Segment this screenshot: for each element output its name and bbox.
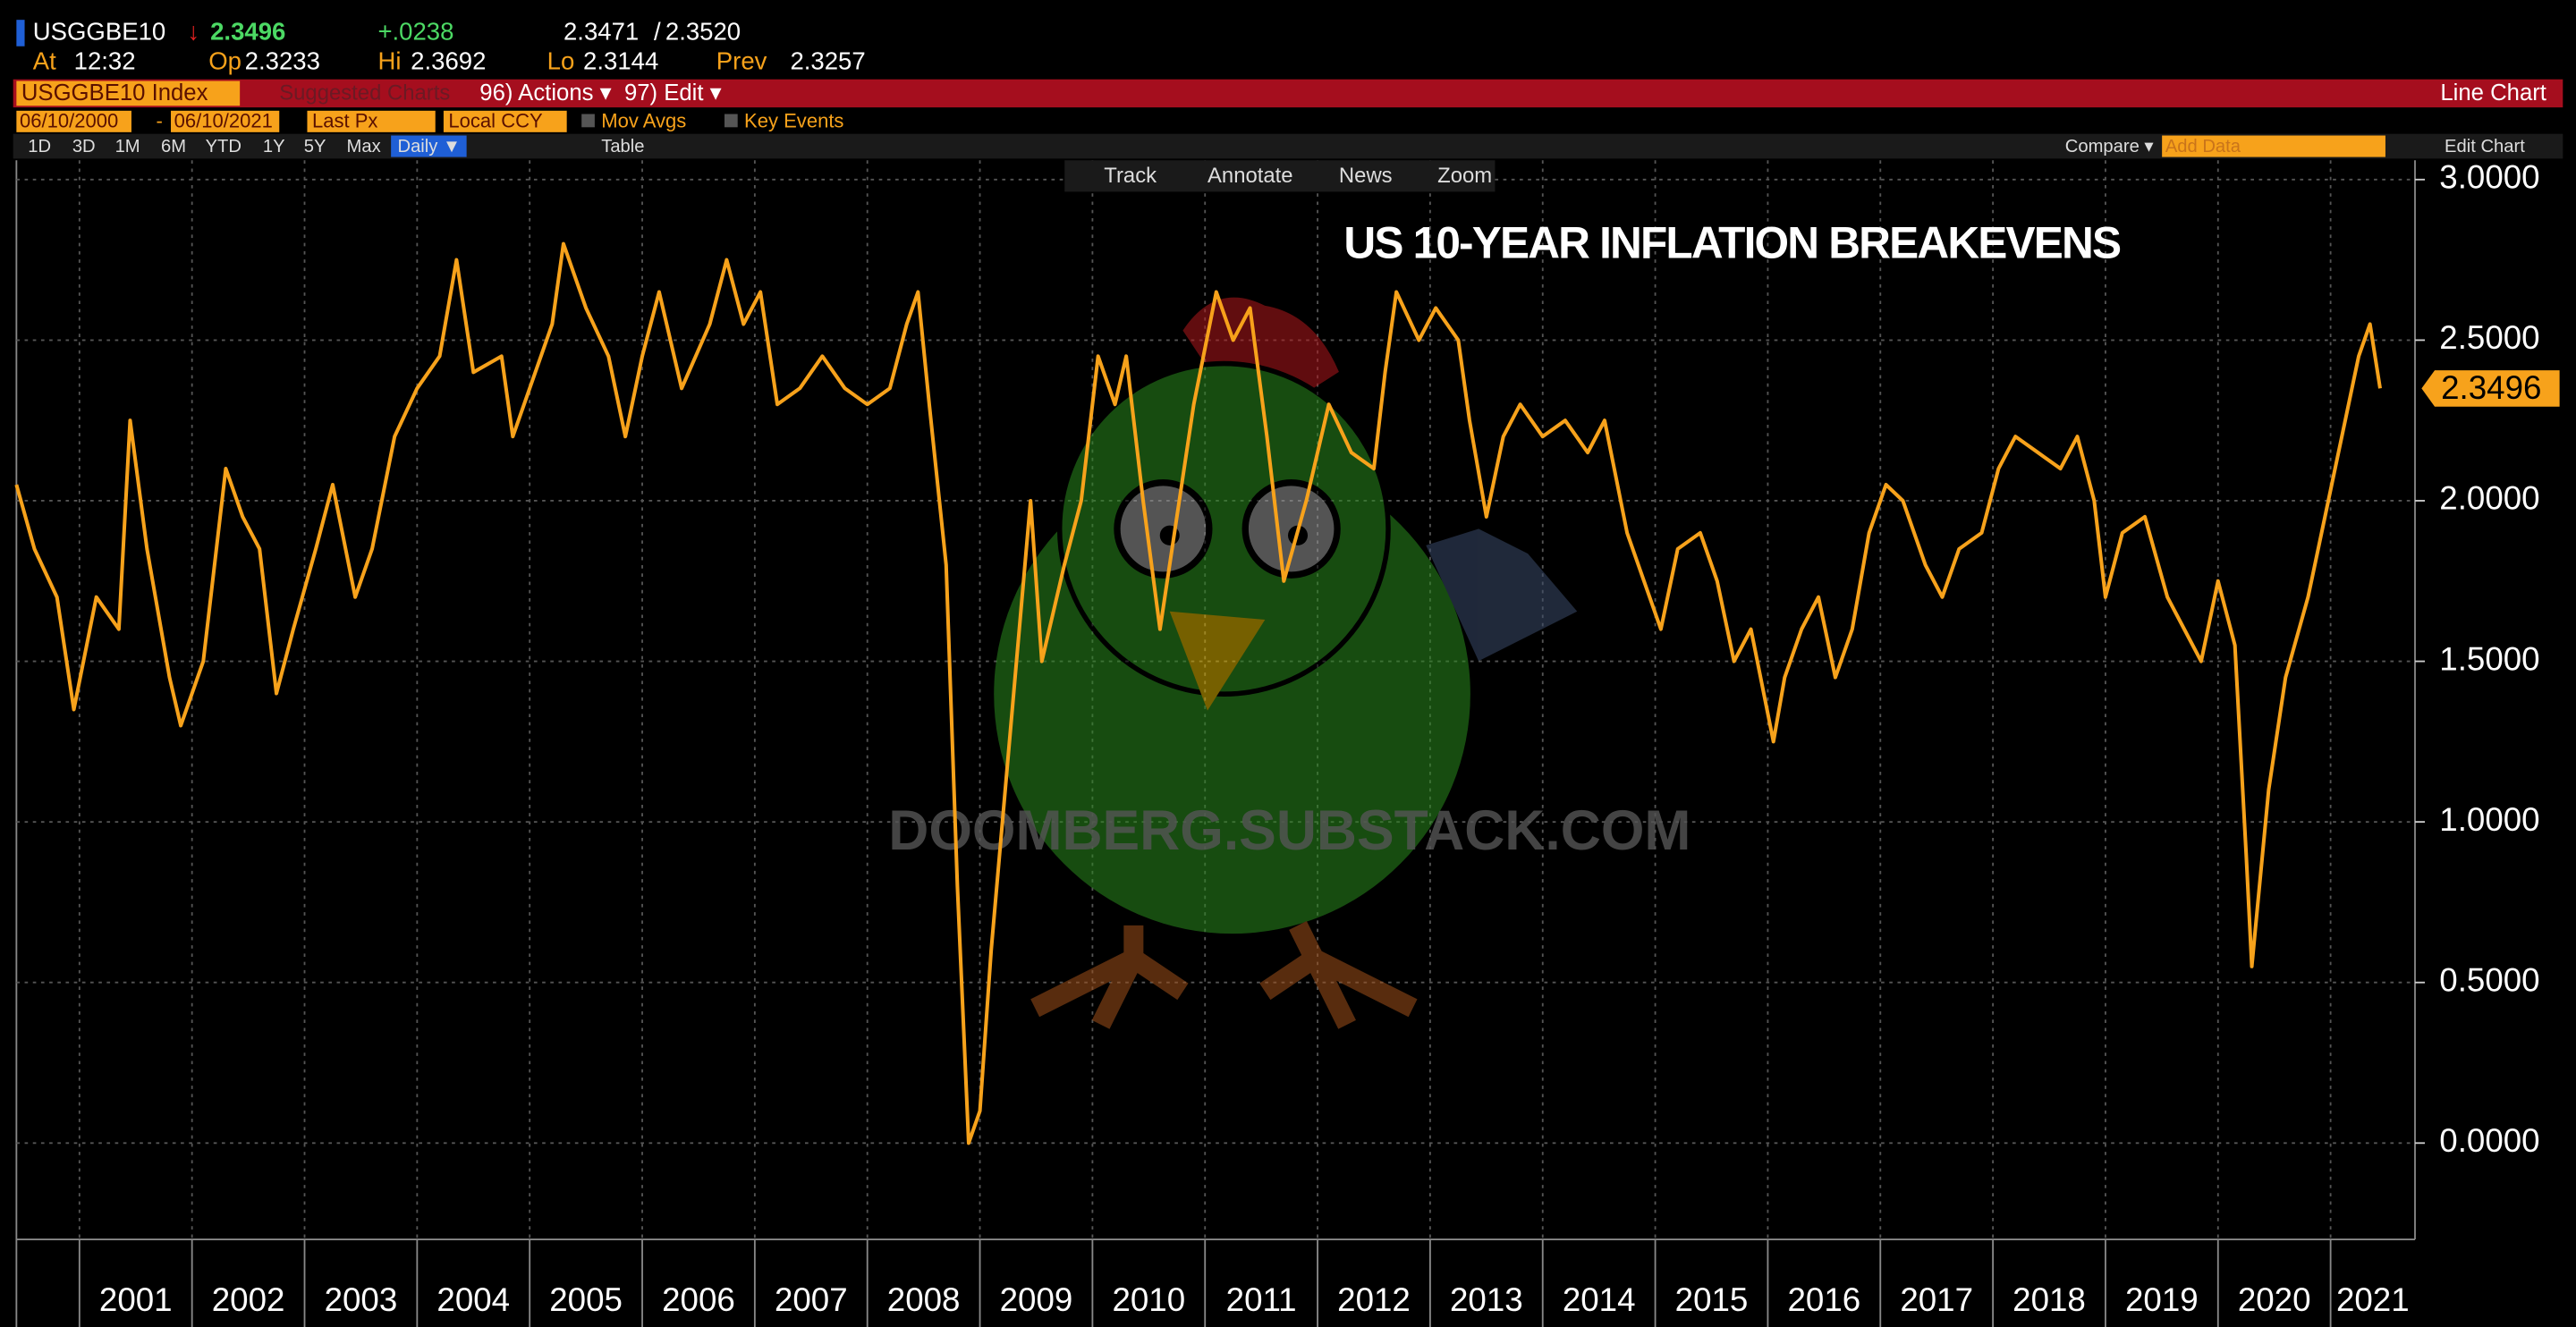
marker <box>16 20 25 46</box>
field[interactable]: Last Px <box>312 110 377 132</box>
x-tick-label: 2012 <box>1337 1281 1411 1318</box>
x-tick-label: 2011 <box>1226 1281 1297 1318</box>
x-tick-label: 2006 <box>662 1281 735 1318</box>
y-tick-label: 3.0000 <box>2439 158 2539 195</box>
y-tick-label: 2.5000 <box>2439 319 2539 356</box>
x-tick-label: 2021 <box>2336 1281 2410 1318</box>
x-tick-label: 2001 <box>99 1281 173 1318</box>
x-tick-label: 2009 <box>1000 1281 1073 1318</box>
watermark: DOOMBERG.SUBSTACK.COM <box>888 799 1690 862</box>
x-tick-label: 2003 <box>325 1281 398 1318</box>
chart-tool[interactable]: Zoom <box>1437 164 1492 188</box>
open: 2.3233 <box>245 46 320 74</box>
period-button[interactable]: 1Y <box>263 137 285 156</box>
bid: 2.3471 <box>564 17 639 45</box>
x-tick-label: 2015 <box>1675 1281 1749 1318</box>
period-button[interactable]: 1M <box>115 137 140 156</box>
y-tick-label: 1.5000 <box>2439 640 2539 677</box>
input-box[interactable] <box>2162 135 2385 157</box>
actions-menu[interactable]: 96) Actions ▾ <box>479 80 611 106</box>
key-events[interactable]: Key Events <box>744 110 843 132</box>
x-tick-label: 2020 <box>2238 1281 2311 1318</box>
input-box[interactable] <box>171 110 280 132</box>
label: At <box>33 46 56 74</box>
label: Lo <box>547 46 575 74</box>
ticker: USGGBE10 <box>33 17 165 45</box>
x-tick-label: 2004 <box>436 1281 510 1318</box>
freq-box[interactable] <box>391 135 467 157</box>
period-button[interactable]: 1D <box>28 137 51 156</box>
label: Op <box>208 46 242 74</box>
chart-kind: Line Chart <box>2440 80 2546 106</box>
chart-tool[interactable]: News <box>1339 164 1393 188</box>
last-price: 2.3496 <box>210 17 285 45</box>
x-tick-label: 2008 <box>887 1281 961 1318</box>
last-value-tag <box>2421 370 2560 407</box>
edit-chart[interactable]: Edit Chart <box>2445 137 2525 156</box>
x-tick-label: 2014 <box>1563 1281 1636 1318</box>
x-tick-label: 2002 <box>212 1281 285 1318</box>
prev: 2.3257 <box>790 46 865 74</box>
wing <box>1426 528 1578 662</box>
time: 12:32 <box>74 46 136 74</box>
chart-tools <box>1064 160 1496 192</box>
low: 2.3144 <box>583 46 658 74</box>
input-box[interactable] <box>307 110 436 132</box>
period-button[interactable]: Max <box>347 137 381 156</box>
period-button[interactable]: 6M <box>161 137 186 156</box>
slash: / <box>654 17 661 45</box>
x-tick-label: 2017 <box>1900 1281 1973 1318</box>
compare[interactable]: Compare ▾ <box>2065 137 2154 156</box>
input-box[interactable] <box>16 110 131 132</box>
leg <box>1030 925 1189 1029</box>
chart-tool[interactable]: Annotate <box>1208 164 1293 188</box>
high: 2.3692 <box>411 46 486 74</box>
edit-menu[interactable]: 97) Edit ▾ <box>624 80 722 106</box>
y-tick-label: 1.0000 <box>2439 801 2539 838</box>
y-tick-label: 0.0000 <box>2439 1122 2539 1159</box>
leg <box>1259 920 1418 1029</box>
currency[interactable]: Local CCY <box>448 110 543 132</box>
mascot <box>994 297 1578 1029</box>
y-tick-label: 2.0000 <box>2439 480 2539 517</box>
label: Hi <box>377 46 401 74</box>
start-date[interactable]: 06/10/2000 <box>20 110 118 132</box>
period-button[interactable]: 3D <box>72 137 96 156</box>
input-box[interactable] <box>443 110 567 132</box>
security-box[interactable] <box>16 80 241 106</box>
series-line <box>14 241 2382 1145</box>
chart-tool[interactable]: Track <box>1104 164 1157 188</box>
menu-bar <box>13 79 2563 108</box>
security[interactable]: USGGBE10 Index <box>21 80 208 106</box>
x-tick-label: 2018 <box>2012 1281 2086 1318</box>
period-button[interactable]: 5Y <box>304 137 326 156</box>
change: +.0238 <box>377 17 453 45</box>
table-button[interactable]: Table <box>601 137 644 156</box>
mov-avgs[interactable]: Mov Avgs <box>601 110 686 132</box>
x-tick-label: 2013 <box>1450 1281 1523 1318</box>
x-tick-label: 2019 <box>2125 1281 2199 1318</box>
last-value-label: 2.3496 <box>2441 369 2541 406</box>
head <box>1056 360 1391 697</box>
period-button[interactable]: YTD <box>206 137 242 156</box>
chart-title: US 10-YEAR INFLATION BREAKEVENS <box>1343 217 2120 267</box>
beak <box>1169 611 1266 711</box>
label: Prev <box>716 46 767 74</box>
dash: - <box>156 110 162 132</box>
x-tick-label: 2005 <box>549 1281 623 1318</box>
suggested-charts[interactable]: Suggested Charts <box>279 81 450 106</box>
checkbox[interactable] <box>724 114 738 128</box>
ask: 2.3520 <box>665 17 741 45</box>
frequency[interactable]: Daily ▼ <box>397 137 460 156</box>
add-data[interactable]: Add Data <box>2165 137 2241 156</box>
x-tick-label: 2007 <box>775 1281 848 1318</box>
x-tick-label: 2010 <box>1112 1281 1185 1318</box>
down-arrow: ↓ <box>187 17 199 45</box>
x-tick-label: 2016 <box>1788 1281 1861 1318</box>
checkbox[interactable] <box>581 114 595 128</box>
y-tick-label: 0.5000 <box>2439 961 2539 998</box>
end-date[interactable]: 06/10/2021 <box>174 110 273 132</box>
